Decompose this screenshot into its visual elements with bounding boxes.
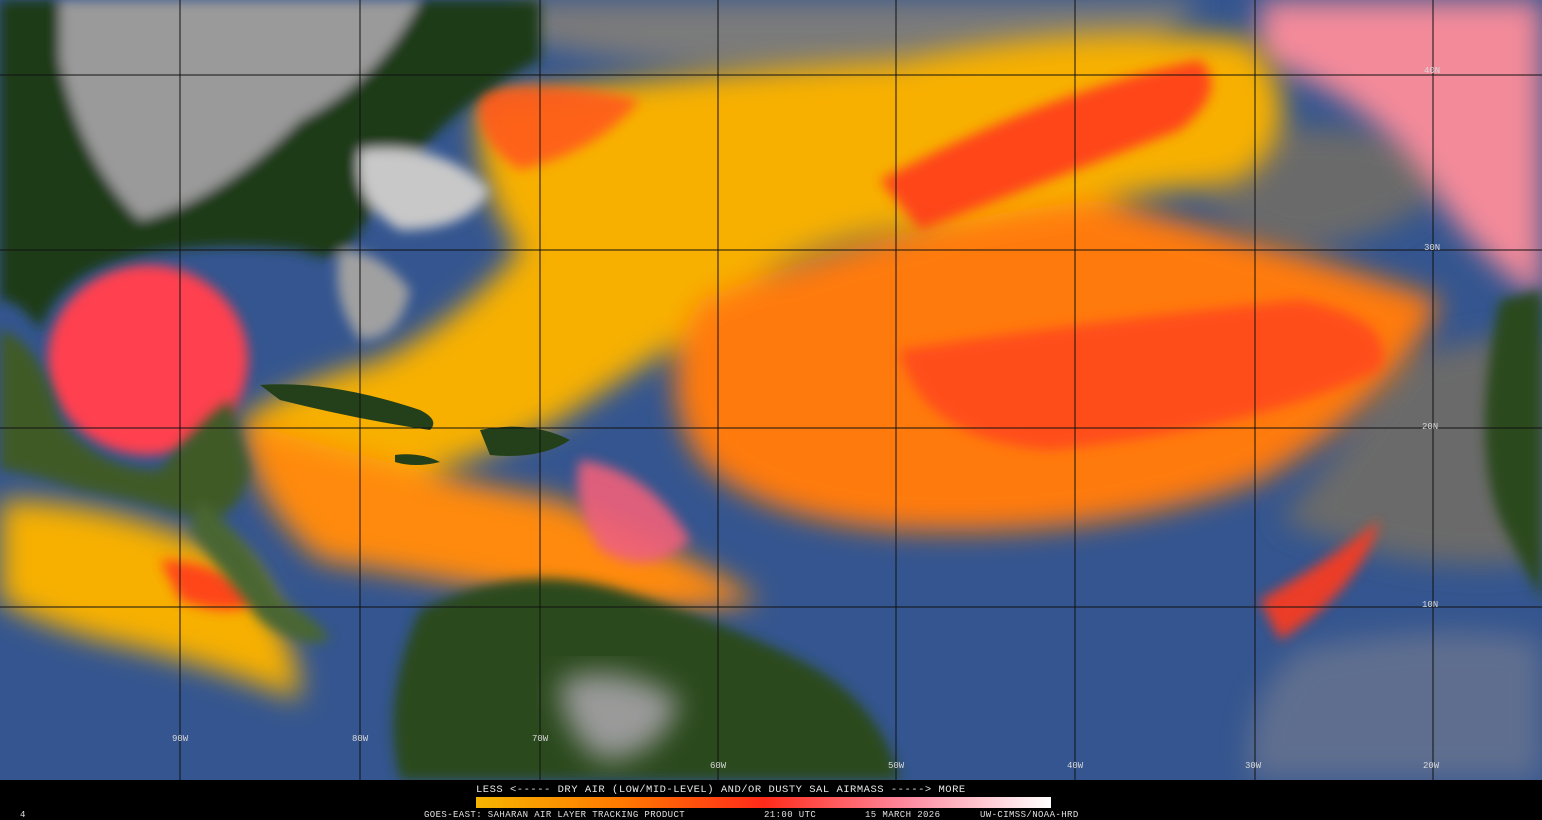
- color-bar: [476, 797, 1051, 808]
- lon-label: 30W: [1245, 761, 1262, 771]
- lat-label: 40N: [1424, 66, 1440, 76]
- date: 15 MARCH 2026: [865, 810, 940, 820]
- legend-caption: LESS <----- DRY AIR (LOW/MID-LEVEL) AND/…: [476, 784, 966, 796]
- time: 21:00 UTC: [764, 810, 816, 820]
- lon-labels: 90W 80W 70W 60W 50W 40W 30W 20W: [172, 734, 1440, 771]
- lat-lon-grid: [0, 0, 1542, 780]
- lat-label: 10N: [1422, 600, 1438, 610]
- lon-label: 80W: [352, 734, 369, 744]
- lat-label: 20N: [1422, 422, 1438, 432]
- lon-label: 50W: [888, 761, 905, 771]
- lon-label: 40W: [1067, 761, 1084, 771]
- credit: UW-CIMSS/NOAA-HRD: [980, 810, 1079, 820]
- product-name: GOES-EAST: SAHARAN AIR LAYER TRACKING PR…: [424, 810, 685, 820]
- lon-label: 90W: [172, 734, 189, 744]
- lon-label: 60W: [710, 761, 727, 771]
- lon-label: 70W: [532, 734, 549, 744]
- lat-label: 30N: [1424, 243, 1440, 253]
- lat-labels: 40N 30N 20N 10N: [1422, 66, 1440, 610]
- corner-number: 4: [20, 810, 26, 820]
- lon-label: 20W: [1423, 761, 1440, 771]
- imagery: [0, 0, 1542, 780]
